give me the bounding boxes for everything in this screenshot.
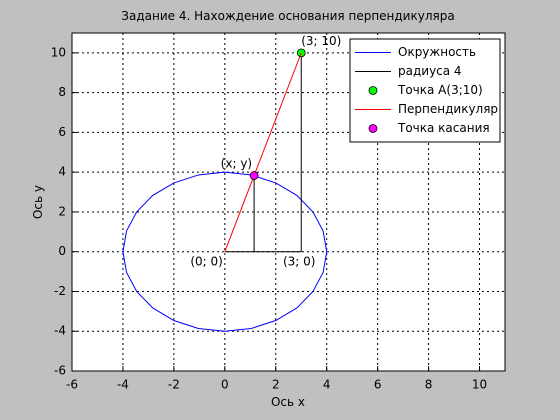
legend-label: Окружность <box>398 45 476 59</box>
x-tick-label: 4 <box>323 378 331 392</box>
series-line <box>224 52 302 252</box>
y-tick-label: 4 <box>58 165 66 179</box>
y-tick-label: 8 <box>58 85 66 99</box>
y-tick-label: -2 <box>54 284 66 298</box>
y-tick-label: -6 <box>54 364 66 378</box>
legend-marker <box>368 124 378 133</box>
x-tick-label: 10 <box>472 378 487 392</box>
x-tick-label: -4 <box>117 378 129 392</box>
series-line <box>122 171 328 332</box>
series-line <box>224 52 302 253</box>
y-tick-label: -4 <box>54 324 66 338</box>
legend-marker <box>368 86 378 95</box>
x-tick-label: 2 <box>272 378 280 392</box>
x-tick-label: 0 <box>221 378 229 392</box>
y-tick-label: 10 <box>51 45 66 59</box>
legend-label: радиуса 4 <box>398 64 462 78</box>
x-tick-label: -6 <box>66 378 78 392</box>
y-axis-label: Ось y <box>31 185 45 219</box>
annotation: (3; 0) <box>283 255 316 269</box>
y-tick-label: 6 <box>58 125 66 139</box>
annotation: (x; y) <box>221 157 252 171</box>
axes-box <box>71 32 506 372</box>
x-tick-label: 6 <box>374 378 382 392</box>
x-axis-label: Ось x <box>271 395 305 409</box>
legend-label: Точка касания <box>397 121 490 135</box>
legend-label: Перпендикуляр <box>398 102 498 116</box>
chart-title: Задание 4. Нахождение основания перпенди… <box>121 9 454 23</box>
point-marker <box>249 171 259 180</box>
y-tick-label: 2 <box>58 204 66 218</box>
x-tick-label: -2 <box>168 378 180 392</box>
y-tick-label: 0 <box>58 244 66 258</box>
x-tick-label: 8 <box>425 378 433 392</box>
legend-label: Точка А(3;10) <box>397 83 483 97</box>
annotation: (0; 0) <box>190 255 223 269</box>
annotation: (3; 10) <box>301 34 341 48</box>
